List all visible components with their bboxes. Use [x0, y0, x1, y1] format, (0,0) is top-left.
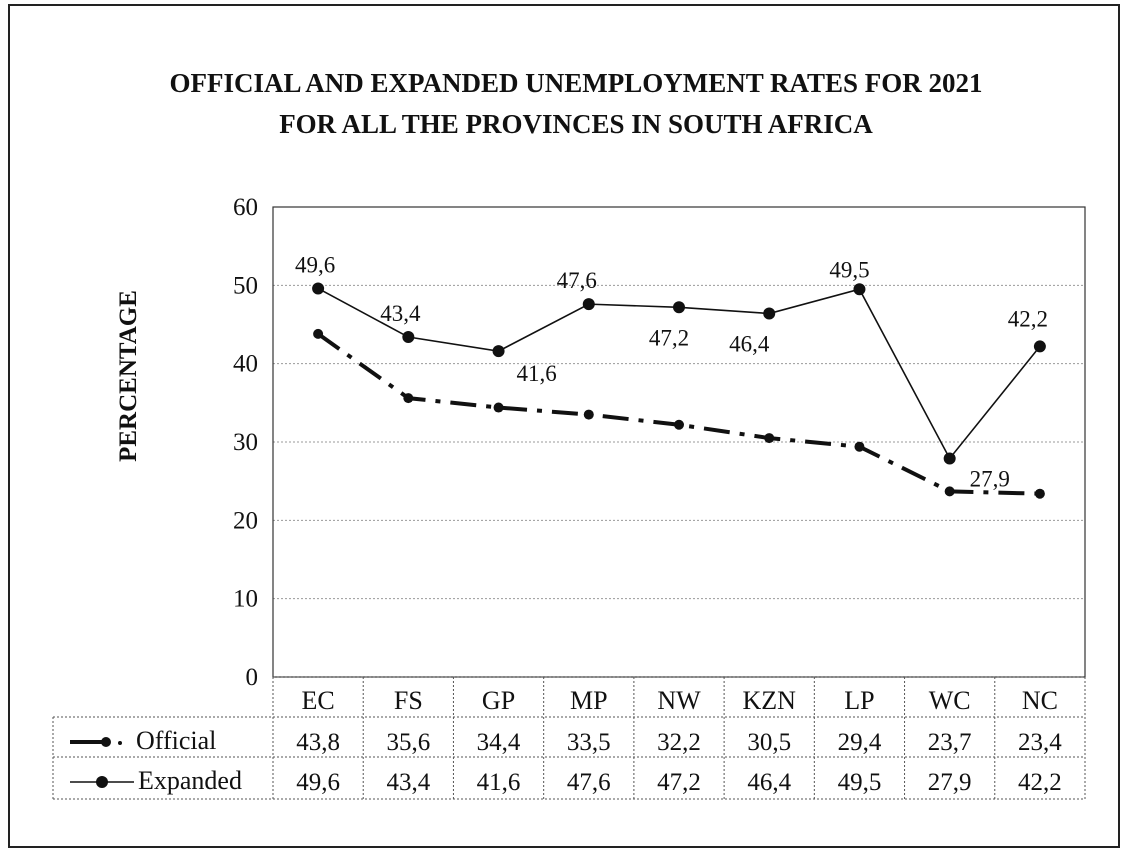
- category-label-EC: EC: [301, 686, 334, 715]
- legend-marker-expanded: [96, 776, 108, 788]
- official-table-value-FS: 35,6: [386, 729, 430, 756]
- y-tick-label-30: 30: [233, 429, 258, 456]
- legend-label-expanded: Expanded: [138, 766, 242, 795]
- category-label-WC: WC: [929, 686, 971, 715]
- expanded-data-label-KZN: 46,4: [729, 332, 770, 357]
- expanded-data-label-GP: 41,6: [517, 361, 557, 386]
- official-table-value-MP: 33,5: [567, 729, 611, 756]
- official-table-value-NW: 32,2: [657, 729, 701, 756]
- expanded-point-WC: [943, 452, 956, 465]
- data-table: EC FS GP MP NW KZN LP WC NC Official 43,8 35,6 34,4 3…: [52, 676, 1086, 800]
- category-label-NW: NW: [657, 686, 701, 715]
- category-label-GP: GP: [482, 686, 515, 715]
- expanded-point-KZN: [763, 307, 776, 320]
- official-table-value-EC: 43,8: [296, 729, 340, 756]
- chart-title-line-1: OFFICIAL AND EXPANDED UNEMPLOYMENT RATES…: [169, 68, 982, 98]
- expanded-table-value-NC: 42,2: [1018, 769, 1062, 796]
- expanded-data-label-EC: 49,6: [295, 252, 335, 277]
- expanded-data-label-FS: 43,4: [380, 301, 421, 326]
- legend-marker-official: [101, 737, 111, 747]
- expanded-point-EC: [312, 282, 325, 295]
- expanded-data-label-NW: 47,2: [649, 325, 689, 350]
- chart-title-line-2: FOR ALL THE PROVINCES IN SOUTH AFRICA: [279, 109, 873, 139]
- official-point-GP: [493, 402, 504, 413]
- category-label-NC: NC: [1022, 686, 1058, 715]
- expanded-table-value-GP: 41,6: [477, 769, 521, 796]
- y-axis-title: PERCENTAGE: [115, 290, 142, 462]
- expanded-table-value-WC: 27,9: [928, 769, 972, 796]
- legend-label-official: Official: [136, 726, 216, 755]
- category-label-KZN: KZN: [743, 686, 797, 715]
- category-label-MP: MP: [570, 686, 608, 715]
- expanded-point-NC: [1033, 340, 1046, 353]
- expanded-point-NW: [673, 301, 685, 314]
- expanded-data-label-WC: 27,9: [970, 466, 1010, 491]
- expanded-table-value-NW: 47,2: [657, 769, 701, 796]
- y-tick-label-0: 0: [246, 664, 259, 691]
- official-point-KZN: [764, 433, 775, 444]
- official-table-value-NC: 23,4: [1018, 729, 1062, 756]
- official-table-value-KZN: 30,5: [747, 729, 791, 756]
- official-point-FS: [403, 393, 414, 404]
- y-tick-label-50: 50: [233, 272, 258, 299]
- expanded-table-value-EC: 49,6: [296, 769, 340, 796]
- expanded-table-value-FS: 43,4: [386, 769, 430, 796]
- y-tick-label-20: 20: [233, 507, 258, 534]
- official-table-value-GP: 34,4: [477, 729, 521, 756]
- expanded-table-value-LP: 49,5: [838, 769, 882, 796]
- expanded-point-LP: [853, 283, 866, 296]
- official-point-WC: [944, 486, 955, 497]
- official-point-MP: [583, 409, 594, 420]
- category-label-FS: FS: [394, 686, 423, 715]
- expanded-table-value-MP: 47,6: [567, 769, 611, 796]
- legend-dot-official: [118, 741, 122, 745]
- plot-area: 49,6 43,4 41,6 47,6 47,2 46,4 49,5 27,9 42,2: [272, 206, 1086, 678]
- expanded-data-label-LP: 49,5: [829, 257, 869, 282]
- y-tick-label-10: 10: [233, 586, 258, 613]
- official-point-NC: [1034, 488, 1045, 499]
- expanded-point-GP: [492, 345, 505, 358]
- expanded-point-MP: [582, 298, 595, 311]
- official-table-value-WC: 23,7: [928, 729, 972, 756]
- expanded-point-FS: [402, 331, 415, 344]
- y-tick-label-60: 60: [233, 194, 258, 221]
- official-point-LP: [854, 441, 865, 452]
- y-axis-ticks: 0 10 20 30 40 50 60: [233, 194, 258, 691]
- y-tick-label-40: 40: [233, 351, 258, 378]
- chart-border: [8, 4, 1120, 848]
- category-label-LP: LP: [844, 686, 874, 715]
- expanded-data-label-NC: 42,2: [1008, 306, 1048, 331]
- expanded-data-label-MP: 47,6: [557, 268, 597, 293]
- official-table-value-LP: 29,4: [838, 729, 882, 756]
- chart-figure: OFFICIAL AND EXPANDED UNEMPLOYMENT RATES…: [8, 4, 1120, 848]
- official-point-EC: [313, 328, 324, 339]
- official-point-NW: [674, 419, 684, 430]
- expanded-table-value-KZN: 46,4: [747, 769, 791, 796]
